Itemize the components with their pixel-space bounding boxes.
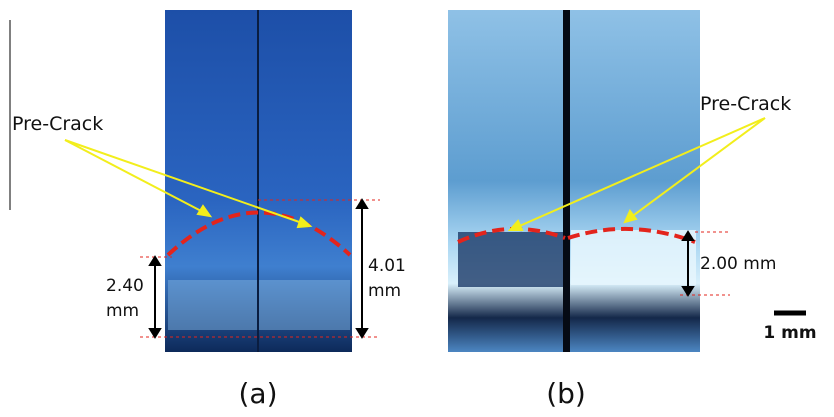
measurement: 2.00 mm <box>700 254 776 274</box>
annotation: Pre-Crack <box>12 113 103 135</box>
measurement-unit: mm <box>368 281 401 301</box>
measurement: 4.01 <box>368 256 406 276</box>
measurement: 2.40 <box>106 276 144 296</box>
crack-line <box>563 10 570 352</box>
scale-bar-label: 1 mm <box>763 323 816 343</box>
panel-label: (a) <box>238 377 277 410</box>
fracture-band <box>458 232 563 287</box>
photo-b <box>448 10 700 352</box>
panel-label: (b) <box>546 377 586 410</box>
figure: 2.40 mm 4.01 mm Pre-Crack (a) 2.00 mm <box>0 0 834 413</box>
annotation: Pre-Crack <box>700 93 791 115</box>
panel-b: 2.00 mm Pre-Crack (b) <box>448 10 791 410</box>
measurement-unit: mm <box>106 301 139 321</box>
panel-a: 2.40 mm 4.01 mm Pre-Crack (a) <box>12 10 406 410</box>
